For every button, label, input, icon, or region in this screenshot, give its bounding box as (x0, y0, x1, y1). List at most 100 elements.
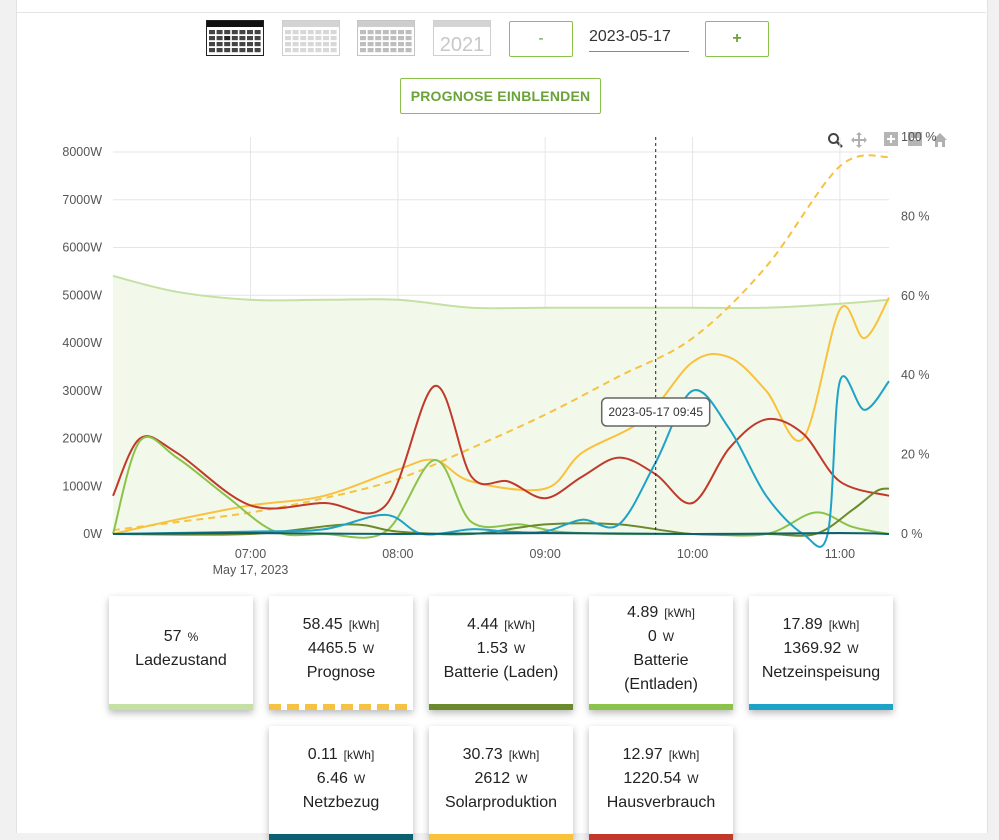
card-color-bar (429, 704, 573, 710)
y-left-tick-label: 4000W (62, 336, 102, 350)
y-left-tick-label: 8000W (62, 145, 102, 159)
summary-card-netzeinspeisung: 17.89 [kWh] 1369.92 W Netzeinspeisung (749, 596, 893, 710)
period-year-button[interactable]: 2021 (433, 20, 491, 56)
y-right-tick-label: 20 % (901, 448, 930, 462)
card-power-unit: W (516, 772, 528, 786)
card-power-unit: W (687, 772, 699, 786)
card-unit: % (187, 630, 199, 644)
summary-card-prognose: 58.45 [kWh] 4465.5 W Prognose (269, 596, 413, 710)
card-energy: 12.97 (622, 746, 663, 763)
x-tick-label: 07:00 (235, 547, 266, 561)
tooltip-box (600, 397, 711, 427)
card-energy-unit: [kWh] (504, 618, 535, 632)
y-left-tick-label: 1000W (62, 479, 102, 493)
power-chart[interactable]: 0W 1000W 2000W 3000W 4000W 5000W 6000W 7000W 800… (40, 125, 960, 585)
panel-divider (16, 12, 986, 13)
summary-card-netzbezug: 0.11 [kWh] 6.46 W Netzbezug (269, 726, 413, 840)
card-color-bar (589, 704, 733, 710)
card-power: 1220.54 (623, 770, 682, 787)
period-week-button[interactable] (282, 20, 340, 56)
card-color-bar (269, 834, 413, 840)
period-year-label: 2021 (440, 34, 485, 56)
card-power: 0 (647, 628, 657, 645)
y-left-tick-label: 6000W (62, 241, 102, 255)
y-right-tick-label: 60 % (901, 289, 930, 303)
card-power-unit: W (362, 642, 375, 656)
card-color-bar (269, 704, 413, 710)
y-left-tick-label: 2000W (62, 432, 102, 446)
y-left-tick-label: 0W (83, 527, 102, 541)
x-tick-label: 11:00 (825, 547, 855, 561)
x-date-label: May 17, 2023 (213, 563, 289, 577)
card-energy-unit: [kWh] (343, 748, 375, 762)
date-next-button[interactable]: + (705, 21, 769, 57)
card-color-bar (109, 704, 253, 710)
card-energy-unit: [kWh] (828, 618, 860, 632)
zoom-in-icon[interactable] (884, 132, 898, 150)
card-value: 57 (163, 628, 182, 645)
x-tick-label: 08:00 (382, 547, 413, 561)
card-energy-unit: [kWh] (348, 618, 380, 632)
card-power-unit: W (847, 642, 859, 656)
card-energy-unit: [kWh] (664, 606, 695, 620)
y-right-tick-label: 0 % (901, 527, 923, 541)
forecast-toggle-button[interactable]: PROGNOSE EINBLENDEN (400, 78, 601, 114)
card-color-bar (589, 834, 733, 840)
x-tick-label: 09:00 (530, 547, 561, 561)
summary-card-hausverbrauch: 12.97 [kWh] 1220.54 W Hausverbrauch (589, 726, 733, 840)
series-line-ladezustand[interactable] (112, 274, 890, 310)
summary-card-batterie-laden: 4.44 [kWh] 1.53 W Batterie (Laden) (429, 596, 573, 710)
card-label: Prognose (306, 664, 376, 681)
series-line-batterie-entladen[interactable] (112, 435, 890, 539)
card-energy: 17.89 (782, 616, 823, 633)
date-input[interactable] (589, 22, 689, 52)
card-power: 2612 (474, 770, 511, 787)
card-energy: 4.44 (467, 616, 499, 633)
card-label-line2: (Entladen) (624, 676, 698, 693)
y-right-tick-label: 80 % (901, 209, 930, 223)
series-line-netzeinspeisung[interactable] (112, 375, 890, 548)
card-color-bar (429, 834, 573, 840)
card-power-unit: W (353, 772, 366, 786)
card-energy-unit: [kWh] (508, 748, 540, 762)
card-energy-unit: [kWh] (668, 748, 700, 762)
card-energy: 0.11 (307, 746, 338, 763)
summary-card-solarproduktion: 30.73 [kWh] 2612 W Solarproduktion (429, 726, 573, 840)
series-area-ladezustand (113, 275, 889, 534)
card-power-unit: W (662, 630, 675, 644)
card-label: Netzbezug (302, 794, 380, 811)
card-label: Solarproduktion (444, 794, 558, 811)
card-power: 6.46 (316, 770, 348, 787)
series-line-netzbezug[interactable] (112, 531, 890, 536)
card-label: Hausverbrauch (606, 794, 716, 811)
card-label: Ladezustand (135, 652, 227, 669)
zoom-out-icon[interactable] (908, 132, 922, 150)
y-left-tick-label: 5000W (62, 288, 102, 302)
reset-zoom-icon[interactable] (932, 132, 948, 152)
y-right-tick-label: 100 % (901, 130, 936, 144)
card-energy: 4.89 (627, 604, 659, 621)
summary-card-ladezustand: 57% Ladezustand (109, 596, 253, 710)
pan-icon[interactable] (851, 132, 867, 152)
y-left-tick-label: 3000W (62, 384, 102, 398)
card-label: Batterie (Laden) (443, 664, 559, 681)
card-energy: 30.73 (462, 746, 503, 763)
card-power-unit: W (513, 642, 526, 656)
card-energy: 58.45 (302, 616, 343, 633)
card-power: 1.53 (476, 640, 508, 657)
card-power: 4465.5 (307, 640, 357, 657)
card-label: Netzeinspeisung (761, 664, 881, 681)
series-line-solarproduktion[interactable] (112, 297, 890, 535)
period-month-button[interactable] (357, 20, 415, 56)
card-label: Batterie (633, 652, 689, 669)
card-color-bar (749, 704, 893, 710)
date-previous-button[interactable]: - (509, 21, 573, 57)
period-day-button[interactable] (206, 20, 264, 56)
card-power: 1369.92 (783, 640, 842, 657)
series-line-prognose[interactable] (112, 154, 890, 532)
y-left-tick-label: 7000W (62, 193, 102, 207)
tooltip-text: 2023-05-17 09:45 (608, 405, 703, 419)
y-right-tick-label: 40 % (901, 368, 930, 382)
series-line-hausverbrauch[interactable] (112, 385, 890, 515)
x-tick-label: 10:00 (677, 547, 708, 561)
